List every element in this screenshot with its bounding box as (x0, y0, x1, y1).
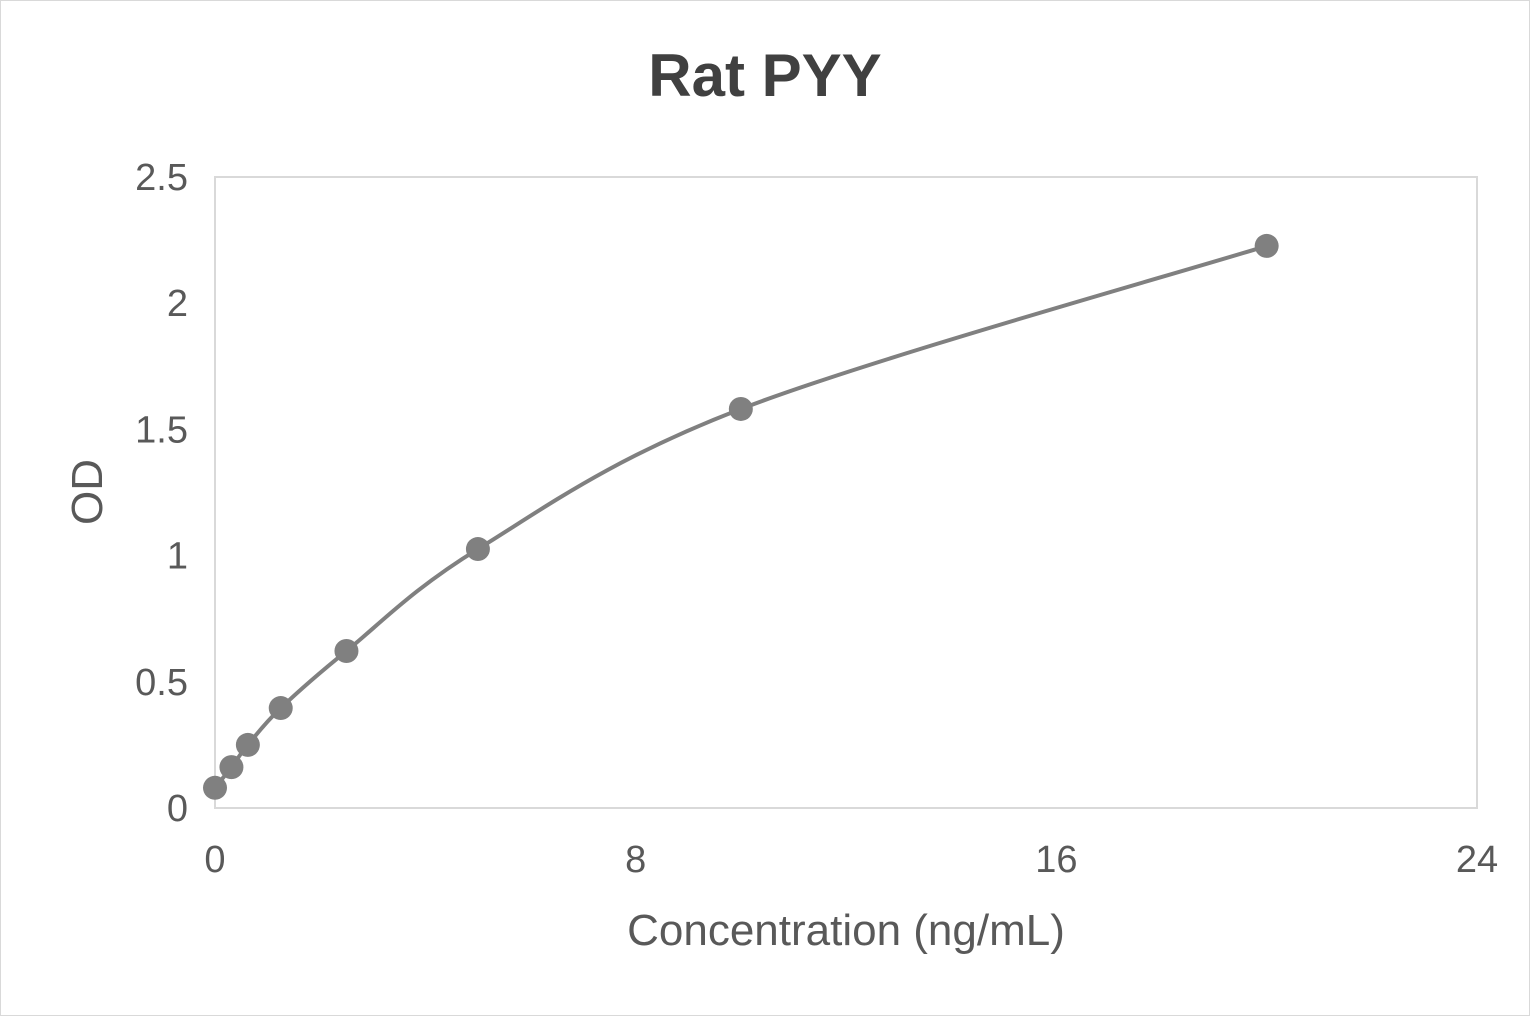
data-point (465, 537, 490, 562)
x-tick-label: 24 (1456, 839, 1498, 881)
y-tick-label: 0.5 (135, 662, 188, 704)
data-point (1254, 233, 1279, 258)
plot-area (214, 176, 1478, 809)
data-point (219, 755, 244, 780)
y-tick-label: 2.5 (135, 157, 188, 199)
chart-title: Rat PYY (648, 42, 881, 109)
y-tick-label: 2 (167, 283, 188, 325)
x-tick-label: 0 (204, 839, 225, 881)
data-point (203, 775, 227, 800)
x-tick-label: 8 (625, 839, 646, 881)
data-point (728, 396, 753, 421)
data-point (268, 696, 293, 721)
series-line (213, 243, 1268, 790)
y-tick-label: 1 (167, 536, 188, 578)
data-point (235, 732, 260, 757)
y-axis-label: OD (63, 459, 112, 525)
y-tick-label: 0 (167, 788, 188, 830)
y-tick-label: 1.5 (135, 409, 188, 451)
data-point (334, 639, 359, 664)
x-tick-label: 16 (1035, 839, 1077, 881)
x-axis-label: Concentration (ng/mL) (627, 906, 1065, 955)
